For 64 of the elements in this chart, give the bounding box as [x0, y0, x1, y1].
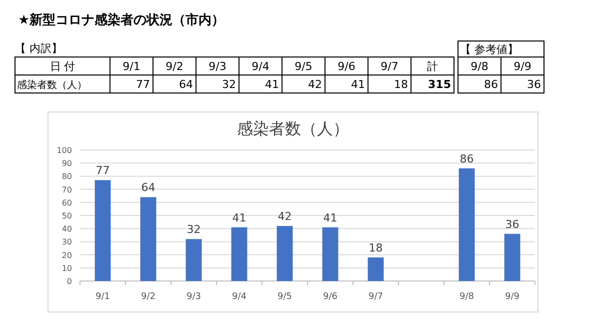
text: ★新型コロナ感染者の状況（市内）: [18, 12, 225, 28]
data-label: 36: [527, 78, 541, 91]
category-label: 9/3: [208, 60, 226, 73]
data-label: 32: [186, 223, 201, 236]
y-tick-label: 10: [62, 264, 72, 273]
data-label: 86: [460, 152, 474, 166]
text: 計: [427, 60, 438, 73]
data-label: 42: [308, 78, 322, 91]
category-label: 9/7: [380, 60, 398, 73]
y-tick-label: 0: [66, 277, 72, 286]
category-label: 9/4: [252, 60, 270, 73]
bar: [231, 227, 248, 281]
bar: [276, 226, 293, 281]
y-tick-label: 40: [62, 224, 72, 234]
x-tick-label: 9/4: [232, 292, 247, 302]
data-label: 36: [505, 218, 520, 231]
y-tick-label: 20: [62, 250, 72, 260]
x-tick-label: 9/1: [96, 292, 110, 302]
text: 感染者数（人）: [17, 79, 87, 91]
x-tick-label: 9/3: [186, 292, 201, 302]
bar: [322, 227, 338, 281]
data-label: 41: [265, 78, 279, 91]
category-label: 9/5: [294, 60, 312, 73]
x-tick-label: 9/9: [505, 292, 520, 302]
text: 【 内訳】: [15, 42, 62, 55]
category-label: 9/8: [470, 60, 488, 73]
data-label: 77: [136, 78, 150, 91]
bar: [504, 234, 520, 281]
bar: [140, 197, 156, 281]
data-label: 42: [278, 210, 292, 223]
x-tick-label: 9/8: [460, 292, 474, 302]
y-tick-label: 90: [62, 159, 72, 168]
y-tick-label: 60: [62, 198, 72, 208]
data-label: 77: [96, 164, 110, 178]
y-tick-label: 30: [62, 238, 72, 247]
category-label: 9/2: [166, 60, 184, 73]
y-tick-label: 50: [62, 212, 72, 220]
y-tick-label: 80: [62, 172, 72, 182]
category-label: 9/9: [514, 60, 532, 73]
bar: [186, 239, 202, 281]
y-tick-label: 100: [56, 146, 72, 155]
text: 315: [428, 78, 451, 91]
data-label: 86: [484, 78, 498, 91]
bar: [458, 168, 475, 281]
data-label: 41: [351, 78, 365, 91]
x-tick-label: 9/5: [278, 292, 292, 302]
category-label: 9/1: [122, 60, 140, 73]
text: 【 参考値】: [460, 43, 518, 56]
data-label: 32: [222, 78, 236, 91]
data-label: 18: [394, 78, 408, 91]
category-label: 9/6: [338, 60, 356, 73]
data-label: 64: [141, 181, 156, 194]
data-label: 64: [179, 78, 193, 91]
bar: [368, 257, 384, 281]
text: 日 付: [50, 60, 76, 73]
data-label: 41: [232, 211, 246, 224]
chart-title: 感染者数（人）: [237, 119, 349, 138]
y-tick-label: 70: [62, 185, 72, 194]
x-tick-label: 9/2: [141, 292, 156, 302]
data-label: 41: [323, 211, 338, 224]
data-label: 18: [368, 241, 383, 254]
x-tick-label: 9/6: [323, 292, 338, 302]
x-tick-label: 9/7: [368, 292, 383, 302]
bar: [94, 180, 111, 281]
